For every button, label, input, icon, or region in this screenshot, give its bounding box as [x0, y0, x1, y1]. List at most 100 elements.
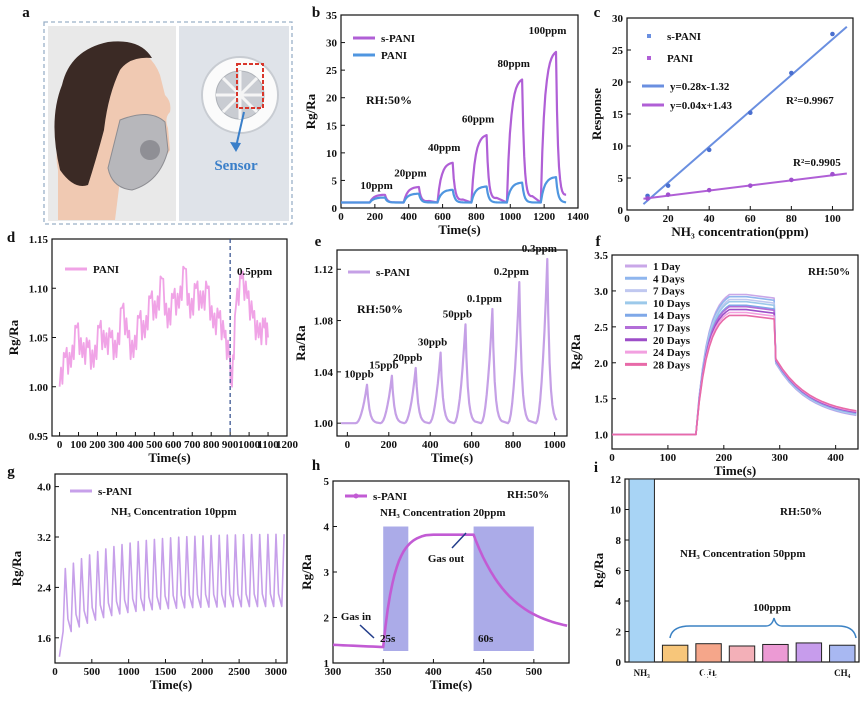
peak-label: 60ppm [462, 113, 494, 125]
duration-label: 25s [380, 633, 396, 645]
x-tick-label: 1200 [533, 211, 556, 223]
concentration-annotation: NH₃ Concentration 50ppm [680, 548, 806, 560]
group-label: 100ppm [753, 602, 791, 614]
series-line-s-PANI [341, 257, 558, 425]
fit-line [643, 172, 847, 200]
plot-frame [611, 254, 859, 450]
y-axis-label: Ra/Ra [293, 325, 308, 361]
y-tick-label: 0 [618, 205, 624, 217]
plot-frame [626, 17, 854, 211]
y-tick-label: 25 [326, 65, 338, 77]
panel-a-photo: Sensor [43, 21, 293, 225]
legend-label: y=0.04x+1.43 [670, 100, 733, 112]
data-point [706, 187, 712, 193]
y-axis-label: Response [589, 88, 604, 140]
data-point [789, 70, 794, 76]
bar [661, 644, 689, 663]
bar [829, 644, 856, 663]
y-tick-label: 1.00 [314, 418, 334, 430]
data-point [665, 183, 671, 188]
panel-label: a [22, 5, 30, 21]
y-tick-label: 1.0 [594, 430, 608, 442]
series-line-s-PANI [332, 533, 568, 649]
data-point [665, 192, 671, 197]
panel-label: f [596, 234, 602, 250]
panel-g-axes: 0 500 1000 1500 2000 2500 3000 1.6 2.4 3.2 4.0 Time… [9, 473, 288, 692]
legend-label: 17 Days [653, 323, 691, 335]
valve-grille [238, 93, 259, 114]
panel-label: g [7, 464, 15, 480]
peak-label: 10ppb [344, 369, 373, 381]
rh-annotation: RH:50% [507, 489, 549, 501]
data-point [830, 171, 835, 177]
plot-frame [336, 249, 568, 437]
y-tick-label: 1.10 [29, 283, 49, 295]
peak-label: 10ppm [360, 180, 392, 192]
panel-label: e [315, 234, 322, 250]
x-tick-label: 80 [786, 213, 798, 225]
x-tick-label: 1000 [118, 666, 141, 678]
series-line-10-Days [612, 300, 857, 436]
x-tick-label: 600 [434, 211, 451, 223]
peak-label: 15ppb [369, 360, 398, 372]
concentration-annotation: NH₃ Concentration 10ppm [111, 506, 237, 518]
y-tick-label: 3 [324, 567, 330, 579]
category-label: CH₄ [834, 668, 851, 678]
legend: s-PANI PANI y=0.28x-1.32 y=0.04x+1.43 [642, 31, 733, 112]
peak-label: 50ppb [443, 308, 472, 320]
panel-f-data: RH:50% [612, 266, 857, 436]
r2-label: R²=0.9967 [786, 95, 834, 107]
legend-label: s-PANI [98, 486, 132, 498]
x-tick-label: 100 [660, 452, 677, 464]
peak-label: 20ppm [394, 167, 426, 179]
y-tick-label: 4.0 [37, 482, 51, 494]
legend: s-PANI PANI [353, 33, 415, 62]
y-tick-label: 3.0 [594, 286, 608, 298]
rh-annotation: RH:50% [780, 506, 822, 518]
y-tick-label: 8 [616, 535, 622, 547]
y-tick-label: 1.00 [29, 382, 49, 394]
data-point [747, 183, 753, 188]
y-axis-label: Rg/Ra [303, 93, 318, 129]
legend-label: PANI [381, 50, 407, 62]
legend: s-PANI [70, 486, 132, 498]
series-line-14-Days [612, 304, 857, 436]
gas-out-arrow [451, 532, 467, 549]
legend-label: s-PANI [373, 491, 407, 503]
x-axis-label: Time(s) [431, 450, 473, 465]
x-tick-label: 0 [624, 213, 630, 225]
panel-d-axes: 0 100 200 300 400 500 600 700 800 900 100011001200… [6, 234, 299, 465]
x-tick-label: 300 [325, 666, 342, 678]
x-tick-label: 3000 [265, 666, 288, 678]
x-tick-label: 2500 [228, 666, 251, 678]
x-tick-label: 800 [468, 211, 485, 223]
x-tick-label: 1000 [499, 211, 522, 223]
y-axis-label: Rg/Ra [6, 319, 21, 355]
y-tick-label: 20 [612, 77, 624, 89]
x-tick-label: 1000 [544, 439, 567, 451]
x-tick-label: 800 [203, 439, 220, 451]
mask [107, 114, 169, 191]
panel-h-axes: 300 350 400 450 500 1 2 3 4 5 Time(s) Rg/Ra [299, 476, 570, 692]
y-tick-label: 3.2 [37, 532, 51, 544]
x-tick-label: 500 [84, 666, 101, 678]
y-tick-label: 1.05 [29, 333, 49, 345]
plot-frame [54, 473, 288, 664]
y-tick-label: 0.95 [29, 431, 49, 443]
panel-label: b [312, 5, 320, 21]
y-tick-label: 35 [326, 10, 338, 22]
peak-label: 100ppm [529, 25, 567, 37]
x-tick-label: 0 [57, 439, 63, 451]
legend-label: 20 Days [653, 335, 691, 347]
x-tick-label: 300 [108, 439, 125, 451]
y-tick-label: 10 [612, 141, 624, 153]
y-tick-label: 1.5 [594, 394, 608, 406]
x-tick-label: 500 [146, 439, 163, 451]
panel-c-axes: 0 20 40 60 80 100 0 5 10 15 20 25 30 NH₃ concentratio… [589, 13, 854, 239]
x-tick-label: 200 [716, 452, 733, 464]
legend-marker [353, 493, 359, 499]
bar [795, 642, 823, 663]
